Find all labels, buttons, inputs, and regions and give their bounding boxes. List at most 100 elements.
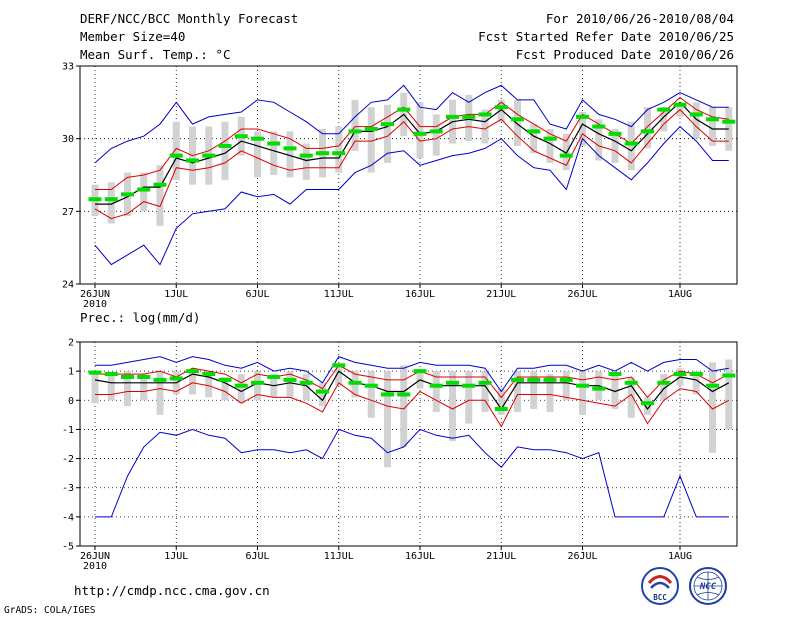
svg-text:NCC: NCC bbox=[699, 582, 717, 592]
median-marker bbox=[283, 377, 297, 382]
median-marker bbox=[218, 143, 232, 148]
range-bar bbox=[449, 371, 456, 442]
median-marker bbox=[169, 153, 183, 158]
y-tick-label: -4 bbox=[62, 512, 74, 523]
median-marker bbox=[511, 117, 524, 122]
range-bar bbox=[172, 121, 180, 180]
range-bar bbox=[237, 374, 245, 404]
median-marker bbox=[559, 377, 573, 382]
median-marker bbox=[121, 374, 134, 379]
median-marker bbox=[104, 372, 118, 377]
source-url[interactable]: http://cmdp.ncc.cma.gov.cn bbox=[74, 583, 270, 598]
plot-frame bbox=[79, 341, 738, 547]
variable-label: Mean Surf. Temp.: °C bbox=[80, 47, 231, 62]
median-marker bbox=[543, 136, 557, 141]
range-bar bbox=[660, 374, 668, 401]
institution-logos: BCC NCC bbox=[641, 567, 727, 605]
median-marker bbox=[722, 119, 736, 124]
median-marker bbox=[332, 363, 346, 368]
median-marker bbox=[576, 383, 589, 388]
range-bar bbox=[107, 182, 115, 224]
range-bar bbox=[725, 359, 733, 430]
range-bar bbox=[367, 107, 375, 173]
range-bar bbox=[221, 376, 229, 401]
median-marker bbox=[202, 153, 216, 158]
series-upper-line bbox=[95, 96, 729, 190]
range-bar bbox=[644, 397, 651, 415]
median-marker bbox=[381, 392, 394, 397]
median-marker bbox=[267, 374, 281, 379]
range-bar bbox=[497, 99, 505, 122]
median-marker bbox=[527, 377, 541, 382]
x-tick-label: 26JUL bbox=[567, 551, 597, 562]
median-marker bbox=[267, 141, 281, 146]
series-min-line bbox=[95, 428, 729, 518]
range-bar bbox=[335, 365, 343, 386]
median-marker bbox=[446, 114, 459, 119]
median-marker bbox=[478, 112, 492, 117]
median-marker bbox=[527, 129, 541, 134]
median-marker bbox=[316, 389, 329, 394]
y-tick-label: -5 bbox=[62, 542, 74, 553]
median-marker bbox=[397, 392, 411, 397]
x-tick-label: 1JUL bbox=[164, 289, 188, 300]
series-min-line bbox=[94, 125, 729, 266]
median-marker bbox=[88, 370, 102, 375]
y-tick-label: 30 bbox=[62, 134, 74, 145]
range-bar bbox=[611, 128, 619, 163]
range-bar bbox=[286, 131, 294, 178]
x-tick-label: 1AUG bbox=[668, 551, 692, 562]
range-bar bbox=[254, 371, 261, 401]
median-marker bbox=[608, 131, 622, 136]
y-tick-label: 0 bbox=[68, 396, 74, 407]
range-bar bbox=[91, 371, 99, 404]
median-marker bbox=[381, 122, 394, 127]
range-bar bbox=[124, 371, 131, 407]
x-tick-label: 6JUL bbox=[245, 289, 269, 300]
median-marker bbox=[478, 380, 492, 385]
range-bar bbox=[709, 107, 716, 146]
range-bar bbox=[546, 128, 554, 163]
median-marker bbox=[251, 380, 264, 385]
range-bar bbox=[254, 131, 261, 178]
forecast-produced-date: Fcst Produced Date 2010/06/26 bbox=[515, 47, 734, 62]
median-marker bbox=[673, 102, 687, 107]
range-bar bbox=[481, 109, 489, 144]
x-tick-label: 26JUN bbox=[80, 289, 110, 300]
range-bar bbox=[302, 143, 310, 180]
median-marker bbox=[316, 151, 329, 156]
x-tick-label: 26JUL bbox=[567, 289, 597, 300]
median-marker bbox=[543, 377, 557, 382]
range-bar bbox=[595, 119, 603, 161]
median-marker bbox=[234, 134, 248, 139]
median-marker bbox=[706, 117, 719, 122]
range-bar bbox=[579, 112, 586, 146]
x-tick-label: 1JUL bbox=[164, 551, 188, 562]
median-marker bbox=[657, 107, 671, 112]
range-bar bbox=[221, 121, 229, 180]
range-bar bbox=[709, 362, 716, 453]
median-marker bbox=[641, 129, 654, 134]
range-bar bbox=[692, 371, 700, 395]
range-bar bbox=[107, 374, 115, 401]
bcc-logo: BCC bbox=[641, 567, 679, 605]
y-tick-label: 33 bbox=[62, 62, 74, 73]
range-bar bbox=[302, 374, 310, 401]
range-bar bbox=[286, 371, 294, 398]
range-bar bbox=[514, 371, 521, 412]
range-bar bbox=[156, 165, 164, 226]
median-marker bbox=[446, 380, 459, 385]
range-bar bbox=[562, 371, 570, 401]
range-bar bbox=[627, 121, 635, 171]
range-bar bbox=[432, 114, 440, 156]
range-bar bbox=[416, 102, 424, 159]
x-tick-label: 21JUL bbox=[486, 289, 516, 300]
x-tick-label: 26JUN bbox=[80, 551, 110, 562]
median-marker bbox=[706, 383, 719, 388]
y-tick-label: -3 bbox=[62, 483, 74, 494]
median-marker bbox=[218, 377, 232, 382]
x-tick-label: 11JUL bbox=[324, 289, 354, 300]
median-marker bbox=[332, 151, 346, 156]
ncc-logo: NCC bbox=[689, 567, 727, 605]
